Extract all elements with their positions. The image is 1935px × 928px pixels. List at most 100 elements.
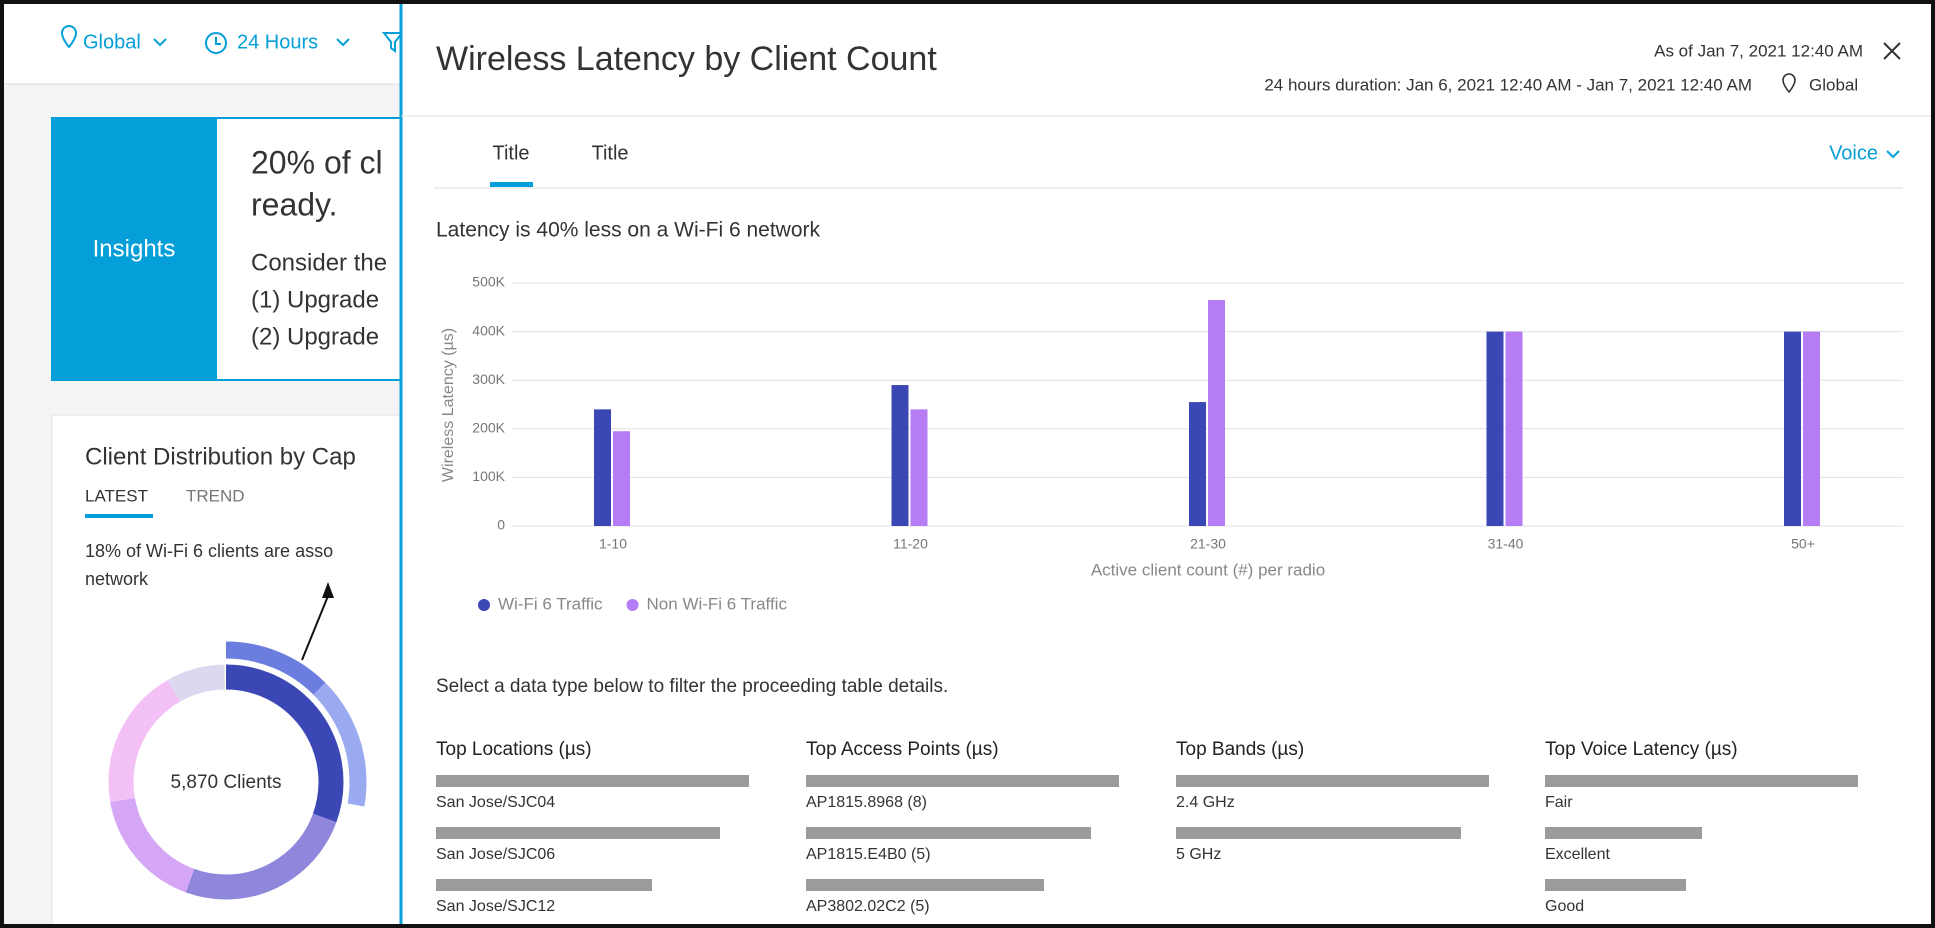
row-bar[interactable] — [806, 827, 1091, 839]
note: 18% of Wi-Fi 6 clients are asso — [85, 541, 333, 561]
bar — [891, 385, 909, 526]
row-bar[interactable] — [806, 775, 1119, 787]
tables: Top Locations (µs) San Jose/SJC04 San Jose… — [436, 739, 1858, 915]
table-title: Top Access Points (µs) — [806, 739, 999, 760]
time-filter[interactable]: 24 Hours — [205, 31, 350, 54]
insight-headline: ready. — [251, 186, 338, 222]
donut-highlight — [85, 641, 367, 923]
bar — [1208, 300, 1225, 526]
location-filter[interactable]: Global — [60, 25, 167, 53]
donut-segment — [108, 664, 344, 900]
row-label[interactable]: AP1815.E4B0 (5) — [806, 846, 931, 863]
insights-label: Insights — [93, 235, 176, 262]
donut-segment — [108, 664, 344, 900]
x-tick-label: 31-40 — [1488, 536, 1524, 552]
x-tick-label: 21-30 — [1190, 536, 1226, 552]
table-title: Top Voice Latency (µs) — [1545, 739, 1738, 760]
drawer-location: Global — [1809, 75, 1858, 94]
y-tick-label: 200K — [472, 420, 505, 436]
row-label[interactable]: 5 GHz — [1176, 846, 1221, 863]
donut-label: 5,870 Clients — [171, 772, 282, 793]
filter-dropdown[interactable]: Voice — [1829, 142, 1900, 164]
as-of: As of Jan 7, 2021 12:40 AM — [1654, 41, 1863, 60]
chart: 0 100K 200K 300K 400K 500K 1-10 11-20 21-30 31-40… — [472, 274, 1903, 552]
location: Global — [83, 31, 141, 53]
legend-swatch — [626, 599, 639, 611]
instruction: Select a data type below to filter the p… — [436, 676, 948, 697]
bar — [1784, 331, 1801, 526]
y-tick-label: 300K — [472, 371, 505, 387]
y-tick-label: 400K — [472, 322, 505, 338]
chevron — [336, 38, 350, 47]
y-tick-label: 500K — [472, 274, 505, 290]
note: network — [85, 569, 149, 589]
row-bar[interactable] — [436, 879, 652, 891]
row-label[interactable]: San Jose/SJC12 — [436, 898, 555, 915]
x-tick-label: 50+ — [1791, 536, 1815, 552]
row-bar[interactable] — [806, 879, 1044, 891]
drawer-title: Wireless Latency by Client Count — [436, 40, 937, 78]
donut-highlight — [85, 641, 367, 923]
legend-label: Non Wi-Fi 6 Traffic — [647, 594, 788, 613]
x-axis-label: Active client count (#) per radio — [1091, 560, 1325, 579]
insight-headline: 20% of cl — [251, 144, 383, 180]
row-label[interactable]: Fair — [1545, 794, 1573, 811]
insight-text: Consider the — [251, 249, 387, 276]
table-title: Top Locations (µs) — [436, 739, 592, 760]
chevron — [1886, 150, 1900, 159]
row-bar[interactable] — [1176, 827, 1461, 839]
bar — [594, 409, 611, 526]
bar — [1189, 402, 1206, 526]
row-label[interactable]: 2.4 GHz — [1176, 794, 1235, 811]
tab[interactable]: Title — [492, 142, 529, 164]
tab-underline — [85, 514, 153, 518]
card-title: Client Distribution by Cap — [85, 443, 356, 470]
table-title: Top Bands (µs) — [1176, 739, 1304, 760]
y-axis-label: Wireless Latency (µs) — [440, 328, 457, 482]
row-bar[interactable] — [436, 775, 749, 787]
tab[interactable]: LATEST — [85, 486, 148, 505]
row-bar[interactable] — [1176, 775, 1489, 787]
tab[interactable]: TREND — [186, 486, 245, 505]
row-label[interactable]: San Jose/SJC04 — [436, 794, 555, 811]
time-range: 24 Hours — [237, 31, 318, 53]
x-tick-label: 1-10 — [599, 536, 627, 552]
row-bar[interactable] — [1545, 775, 1858, 787]
insight-text: (2) Upgrade — [251, 323, 379, 350]
chevron — [153, 38, 167, 47]
bar — [1486, 331, 1504, 526]
donut-segment — [108, 664, 344, 900]
insights-badge — [52, 118, 217, 380]
y-tick-label: 0 — [497, 517, 505, 533]
insight-text: (1) Upgrade — [251, 286, 379, 313]
row-bar[interactable] — [436, 827, 720, 839]
legend-label: Wi-Fi 6 Traffic — [498, 594, 603, 613]
duration: 24 hours duration: Jan 6, 2021 12:40 AM … — [1264, 75, 1752, 94]
row-label[interactable]: Good — [1545, 898, 1584, 915]
pin-icon — [1782, 73, 1796, 94]
chart-title: Latency is 40% less on a Wi-Fi 6 network — [436, 219, 820, 242]
bar — [1803, 331, 1820, 526]
close-button[interactable] — [1883, 42, 1901, 60]
row-bar[interactable] — [1545, 827, 1702, 839]
tab-underline — [490, 182, 533, 187]
clock-icon — [205, 32, 227, 54]
bar — [1505, 331, 1523, 526]
filter-value: Voice — [1829, 142, 1878, 164]
bar — [910, 409, 928, 526]
pointer-head — [322, 582, 334, 598]
row-label[interactable]: Excellent — [1545, 846, 1610, 863]
row-label[interactable]: AP1815.8968 (8) — [806, 794, 927, 811]
row-label[interactable]: AP3802.02C2 (5) — [806, 898, 930, 915]
x-tick-label: 11-20 — [893, 536, 928, 552]
drawer — [401, 4, 1932, 924]
row-bar[interactable] — [1545, 879, 1686, 891]
tab[interactable]: Title — [591, 142, 628, 164]
row-label[interactable]: San Jose/SJC06 — [436, 846, 555, 863]
bar — [613, 431, 630, 526]
pointer-line — [301, 595, 329, 661]
legend-swatch — [478, 599, 490, 611]
